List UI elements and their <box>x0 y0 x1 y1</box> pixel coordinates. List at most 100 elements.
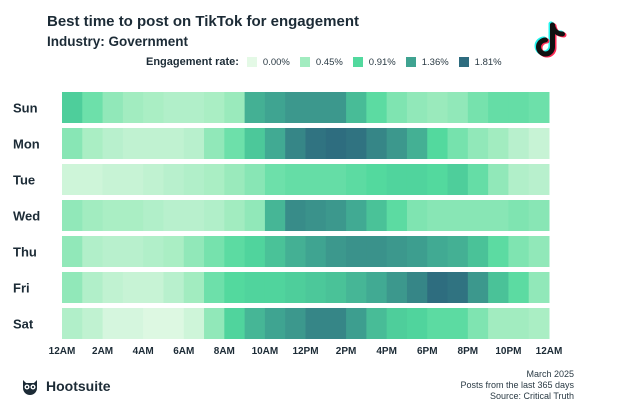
legend-label: 1.36% <box>421 56 449 68</box>
heatmap-cell <box>467 128 489 159</box>
heatmap-cell <box>528 308 550 339</box>
legend-label: 1.81% <box>474 56 502 68</box>
heatmap-cell <box>143 128 164 159</box>
heatmap-cell <box>183 128 205 159</box>
row-label: Thu <box>13 245 37 260</box>
heatmap-cell <box>82 200 104 231</box>
heatmap-cell <box>122 164 144 195</box>
legend-swatch <box>458 57 469 67</box>
legend-label: 0.45% <box>315 56 343 68</box>
heatmap-cell <box>183 92 205 123</box>
heatmap-cell <box>447 308 469 339</box>
heatmap-cell <box>285 272 306 303</box>
heatmap-cell <box>386 308 408 339</box>
heatmap-cell <box>467 164 489 195</box>
heatmap-cell <box>488 164 509 195</box>
heatmap-cell <box>305 308 327 339</box>
legend-item: 1.81% <box>458 56 502 68</box>
heatmap-cell <box>183 164 205 195</box>
brand-name: Hootsuite <box>46 378 111 394</box>
heatmap-cell <box>406 200 428 231</box>
heatmap-cell <box>102 200 124 231</box>
heatmap-cell <box>346 128 367 159</box>
heatmap-cell <box>204 92 225 123</box>
heatmap-cell <box>325 164 347 195</box>
row-label: Mon <box>13 137 40 152</box>
heatmap-cell <box>427 236 449 267</box>
heatmap-cell <box>102 92 124 123</box>
heatmap-cell <box>204 272 225 303</box>
x-tick-label: 6PM <box>417 346 438 357</box>
heatmap-cell <box>386 164 408 195</box>
legend-label: 0.91% <box>368 56 396 68</box>
heatmap-cell <box>325 128 347 159</box>
heatmap-cell <box>528 92 550 123</box>
heatmap-cell <box>122 92 144 123</box>
heatmap-cell <box>102 236 124 267</box>
heatmap-cell <box>264 200 286 231</box>
heatmap-cell <box>122 236 144 267</box>
heatmap-cell <box>427 272 449 303</box>
owl-icon <box>23 380 37 395</box>
heatmap-cell <box>406 236 428 267</box>
x-tick-label: 4AM <box>133 346 154 357</box>
heatmap-cell <box>163 272 185 303</box>
heatmap-cell <box>62 200 83 231</box>
heatmap-cell <box>427 164 449 195</box>
heatmap-cell <box>346 164 367 195</box>
heatmap-cell <box>427 92 449 123</box>
hootsuite-logo: Hootsuite <box>20 376 111 396</box>
heatmap-cell <box>508 236 530 267</box>
legend-swatch <box>299 57 310 67</box>
heatmap-cell <box>285 92 306 123</box>
heatmap-cell <box>143 272 164 303</box>
heatmap-cell <box>224 128 246 159</box>
heatmap-cell <box>122 200 144 231</box>
heatmap-cell <box>224 164 246 195</box>
x-tick-label: 12PM <box>292 346 318 357</box>
x-tick-label: 2PM <box>336 346 357 357</box>
heatmap-cell <box>325 236 347 267</box>
heatmap-cell <box>285 200 306 231</box>
heatmap-cell <box>305 92 327 123</box>
heatmap-cell <box>386 236 408 267</box>
row-label: Sat <box>13 317 34 332</box>
heatmap-cell <box>82 236 104 267</box>
heatmap-cell <box>183 272 205 303</box>
heatmap-cell <box>427 308 449 339</box>
heatmap-cell <box>264 164 286 195</box>
heatmap-cell <box>82 92 104 123</box>
legend-label: 0.00% <box>262 56 290 68</box>
heatmap-cell <box>163 236 185 267</box>
heatmap-cell <box>346 272 367 303</box>
heatmap-cell <box>528 236 550 267</box>
x-tick-label: 4PM <box>376 346 397 357</box>
heatmap-cell <box>508 308 530 339</box>
heatmap-cell <box>346 308 367 339</box>
heatmap-cell <box>163 128 185 159</box>
heatmap-cell <box>183 236 205 267</box>
heatmap-cell <box>386 128 408 159</box>
heatmap-cell <box>447 164 469 195</box>
heatmap-cell <box>204 308 225 339</box>
heatmap-cell <box>82 128 104 159</box>
heatmap-cell <box>325 308 347 339</box>
heatmap-cell <box>366 236 388 267</box>
heatmap-cell <box>467 92 489 123</box>
heatmap-cell <box>143 236 164 267</box>
heatmap-cell <box>366 272 388 303</box>
heatmap-cell <box>183 308 205 339</box>
heatmap-cell <box>264 236 286 267</box>
heatmap-cell <box>264 128 286 159</box>
heatmap-cell <box>224 92 246 123</box>
heatmap-cell <box>366 308 388 339</box>
tiktok-logo-icon <box>534 21 567 58</box>
heatmap-cell <box>447 200 469 231</box>
heatmap-cell <box>244 308 266 339</box>
row-label: Wed <box>13 209 40 224</box>
legend-item: 0.91% <box>352 56 396 68</box>
heatmap-cell <box>143 164 164 195</box>
heatmap-cell <box>366 92 388 123</box>
heatmap-cell <box>163 200 185 231</box>
heatmap-cell <box>528 272 550 303</box>
